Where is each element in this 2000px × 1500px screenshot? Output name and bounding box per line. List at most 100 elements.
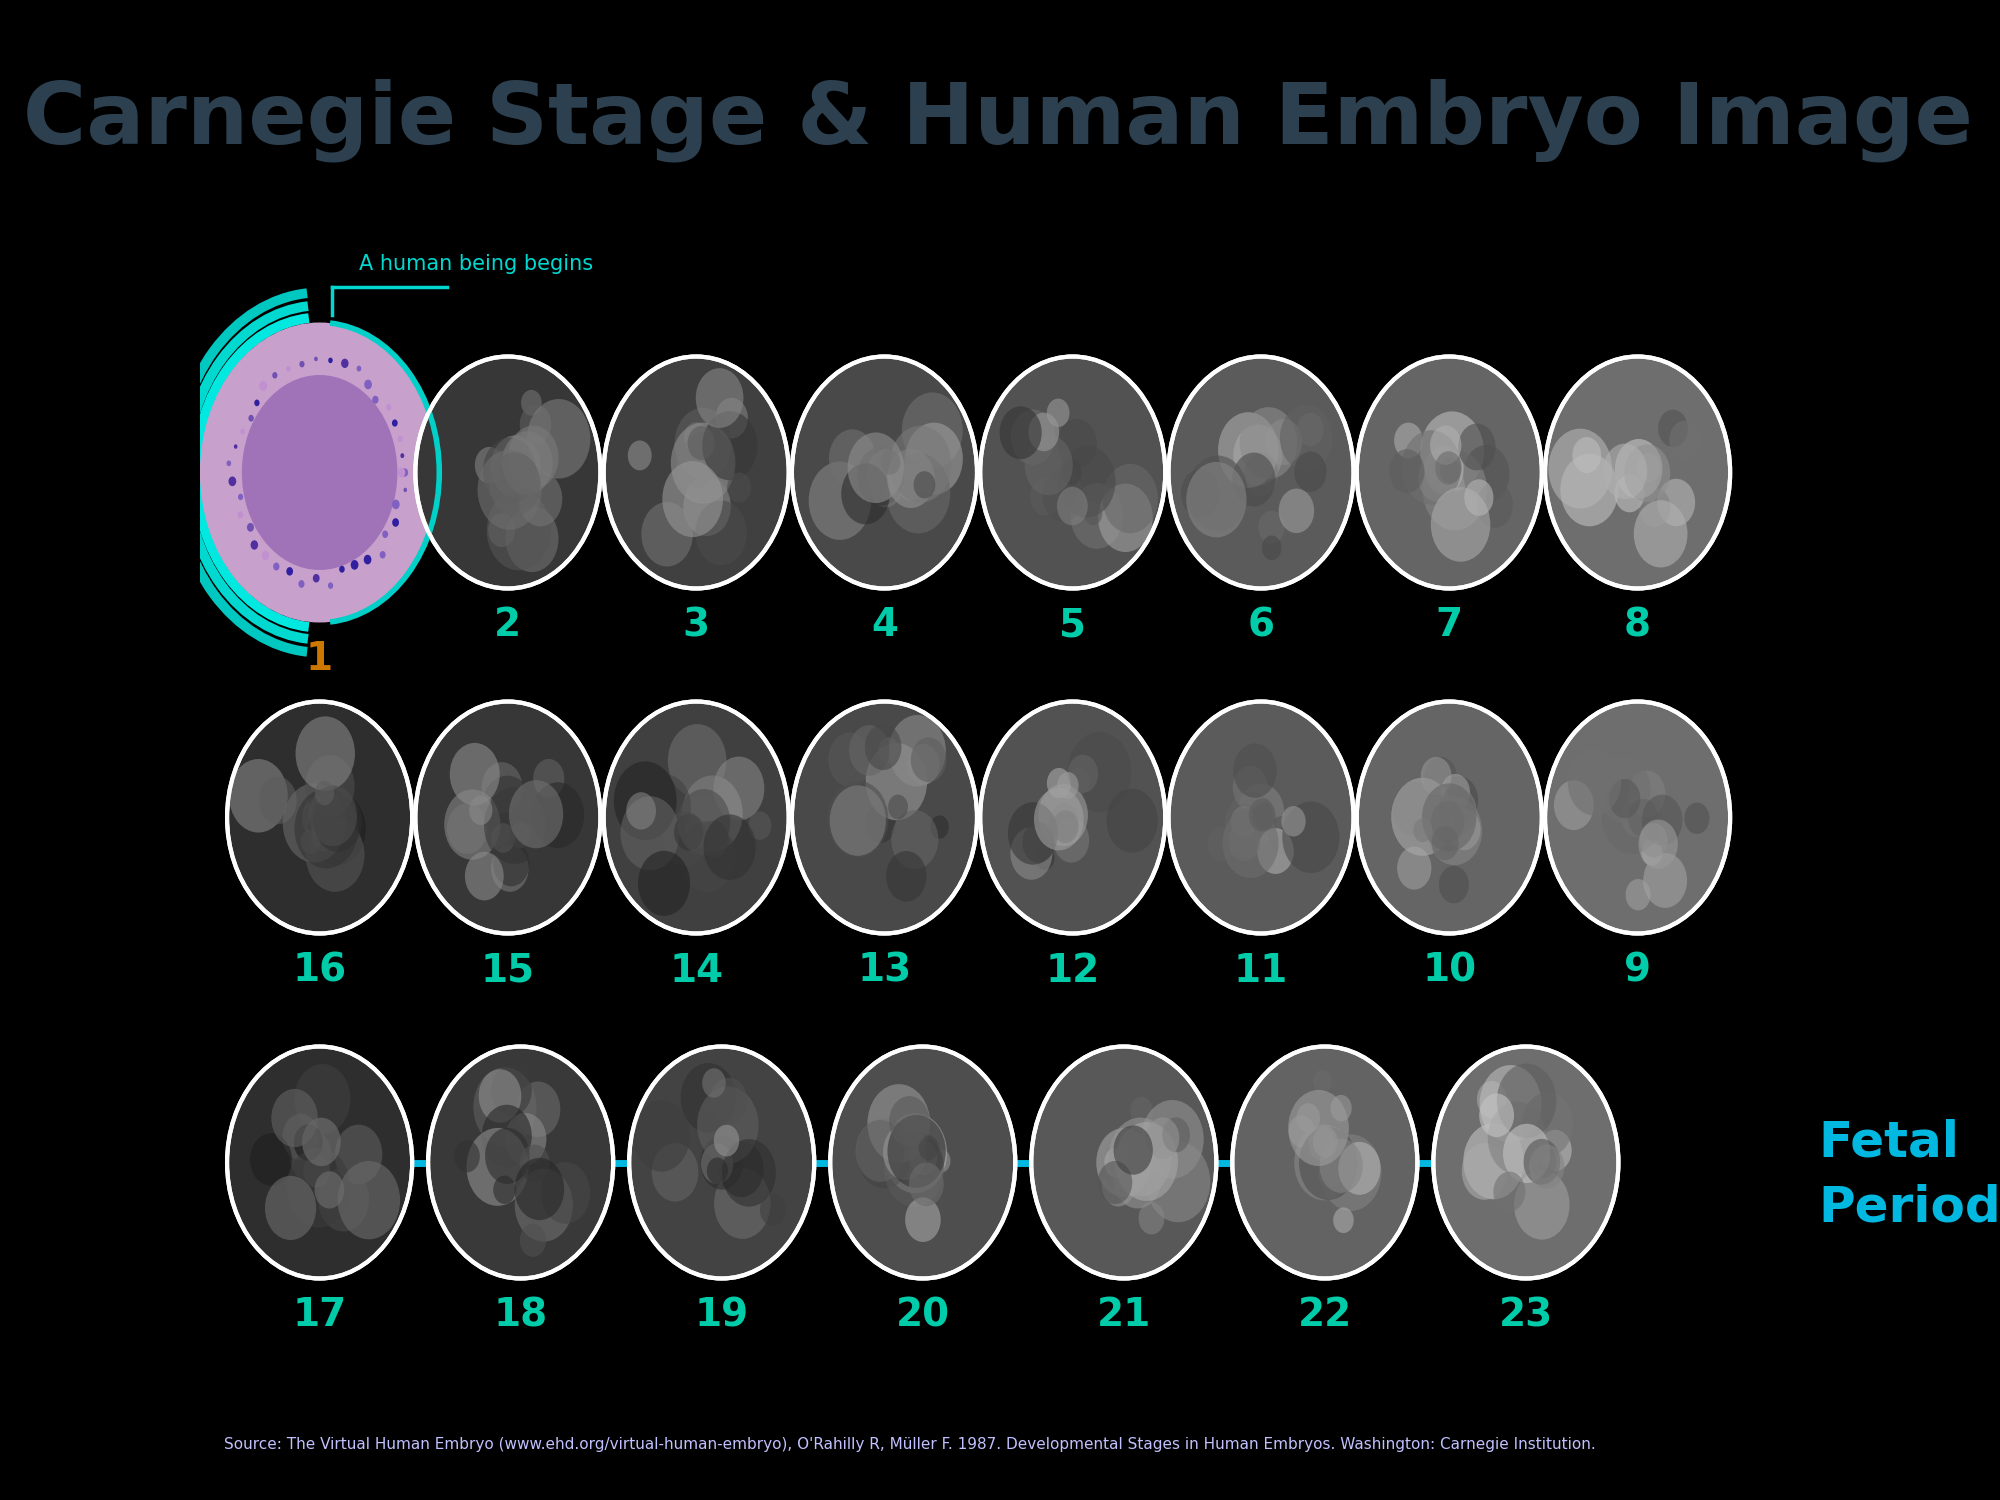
Circle shape <box>1022 822 1054 862</box>
Circle shape <box>328 357 332 363</box>
Circle shape <box>1070 483 1122 549</box>
Circle shape <box>478 1070 522 1122</box>
Circle shape <box>1234 744 1276 798</box>
Circle shape <box>808 462 872 540</box>
Circle shape <box>506 506 558 572</box>
Circle shape <box>372 396 378 404</box>
Circle shape <box>886 850 926 901</box>
Circle shape <box>392 518 400 526</box>
Circle shape <box>1394 423 1422 459</box>
Circle shape <box>298 580 304 588</box>
Text: 13: 13 <box>858 951 912 990</box>
Circle shape <box>382 531 388 538</box>
Circle shape <box>508 426 558 489</box>
Circle shape <box>526 399 590 478</box>
Circle shape <box>1538 1130 1572 1172</box>
Circle shape <box>1168 702 1354 933</box>
Circle shape <box>364 380 372 390</box>
Circle shape <box>306 754 354 818</box>
Circle shape <box>906 1197 940 1242</box>
Circle shape <box>296 717 354 791</box>
Circle shape <box>1258 510 1284 543</box>
Circle shape <box>1642 840 1662 866</box>
Circle shape <box>1114 1125 1152 1174</box>
Circle shape <box>1480 1065 1542 1143</box>
Circle shape <box>1322 1137 1350 1173</box>
Circle shape <box>1294 452 1326 492</box>
Text: 23: 23 <box>1498 1296 1554 1335</box>
Circle shape <box>314 357 318 362</box>
Circle shape <box>1066 768 1090 795</box>
Circle shape <box>1268 816 1298 854</box>
Circle shape <box>1524 1138 1560 1185</box>
Circle shape <box>1480 1094 1514 1137</box>
Circle shape <box>668 724 726 798</box>
Circle shape <box>234 444 238 448</box>
Circle shape <box>620 796 680 870</box>
Circle shape <box>910 738 946 782</box>
Circle shape <box>1186 462 1246 537</box>
Circle shape <box>706 1158 728 1184</box>
Circle shape <box>342 358 348 368</box>
Circle shape <box>980 702 1166 933</box>
Circle shape <box>1546 357 1730 588</box>
Circle shape <box>282 1114 320 1160</box>
Circle shape <box>1258 828 1294 874</box>
Circle shape <box>1640 824 1668 858</box>
Circle shape <box>728 472 752 502</box>
Circle shape <box>1642 795 1682 846</box>
Text: Source: The Virtual Human Embryo (www.ehd.org/virtual-human-embryo), O'Rahilly R: Source: The Virtual Human Embryo (www.eh… <box>224 1437 1596 1452</box>
Circle shape <box>328 582 334 590</box>
Circle shape <box>866 448 906 500</box>
Circle shape <box>286 1148 350 1227</box>
Circle shape <box>1684 802 1710 834</box>
Circle shape <box>886 453 950 534</box>
Circle shape <box>1402 430 1462 504</box>
Circle shape <box>1312 1126 1338 1158</box>
Circle shape <box>1108 1118 1172 1197</box>
Circle shape <box>760 1194 786 1225</box>
Circle shape <box>1068 754 1098 794</box>
Circle shape <box>482 776 534 840</box>
Circle shape <box>1308 1126 1336 1161</box>
Circle shape <box>1438 865 1468 903</box>
Circle shape <box>884 1113 948 1192</box>
Circle shape <box>1140 1100 1204 1179</box>
Circle shape <box>1642 454 1668 488</box>
Circle shape <box>792 357 978 588</box>
Circle shape <box>866 742 928 821</box>
Circle shape <box>914 471 936 498</box>
Circle shape <box>486 1128 530 1184</box>
Circle shape <box>1638 488 1670 526</box>
Circle shape <box>250 540 258 549</box>
Circle shape <box>306 818 364 892</box>
Circle shape <box>1448 808 1480 850</box>
Circle shape <box>274 562 280 570</box>
Circle shape <box>906 423 962 495</box>
Circle shape <box>890 1096 930 1146</box>
Text: A human being begins: A human being begins <box>360 255 594 274</box>
Circle shape <box>864 804 896 843</box>
Circle shape <box>290 1130 332 1182</box>
Circle shape <box>710 1144 734 1174</box>
Circle shape <box>540 1162 590 1224</box>
Circle shape <box>504 1113 546 1166</box>
Circle shape <box>1168 357 1354 588</box>
Circle shape <box>1530 1146 1556 1179</box>
Circle shape <box>1330 1095 1352 1122</box>
Circle shape <box>416 702 600 933</box>
Text: 5: 5 <box>1060 606 1086 645</box>
Circle shape <box>1228 822 1260 861</box>
Circle shape <box>642 503 692 567</box>
Circle shape <box>520 1144 550 1182</box>
Text: 15: 15 <box>480 951 534 990</box>
Circle shape <box>1628 800 1658 837</box>
Circle shape <box>1530 1144 1564 1190</box>
Circle shape <box>1614 440 1662 498</box>
Circle shape <box>1458 423 1496 471</box>
Circle shape <box>1282 806 1306 837</box>
Text: 9: 9 <box>1624 951 1652 990</box>
Circle shape <box>1030 478 1060 516</box>
Circle shape <box>864 724 902 770</box>
Circle shape <box>1504 1124 1550 1184</box>
